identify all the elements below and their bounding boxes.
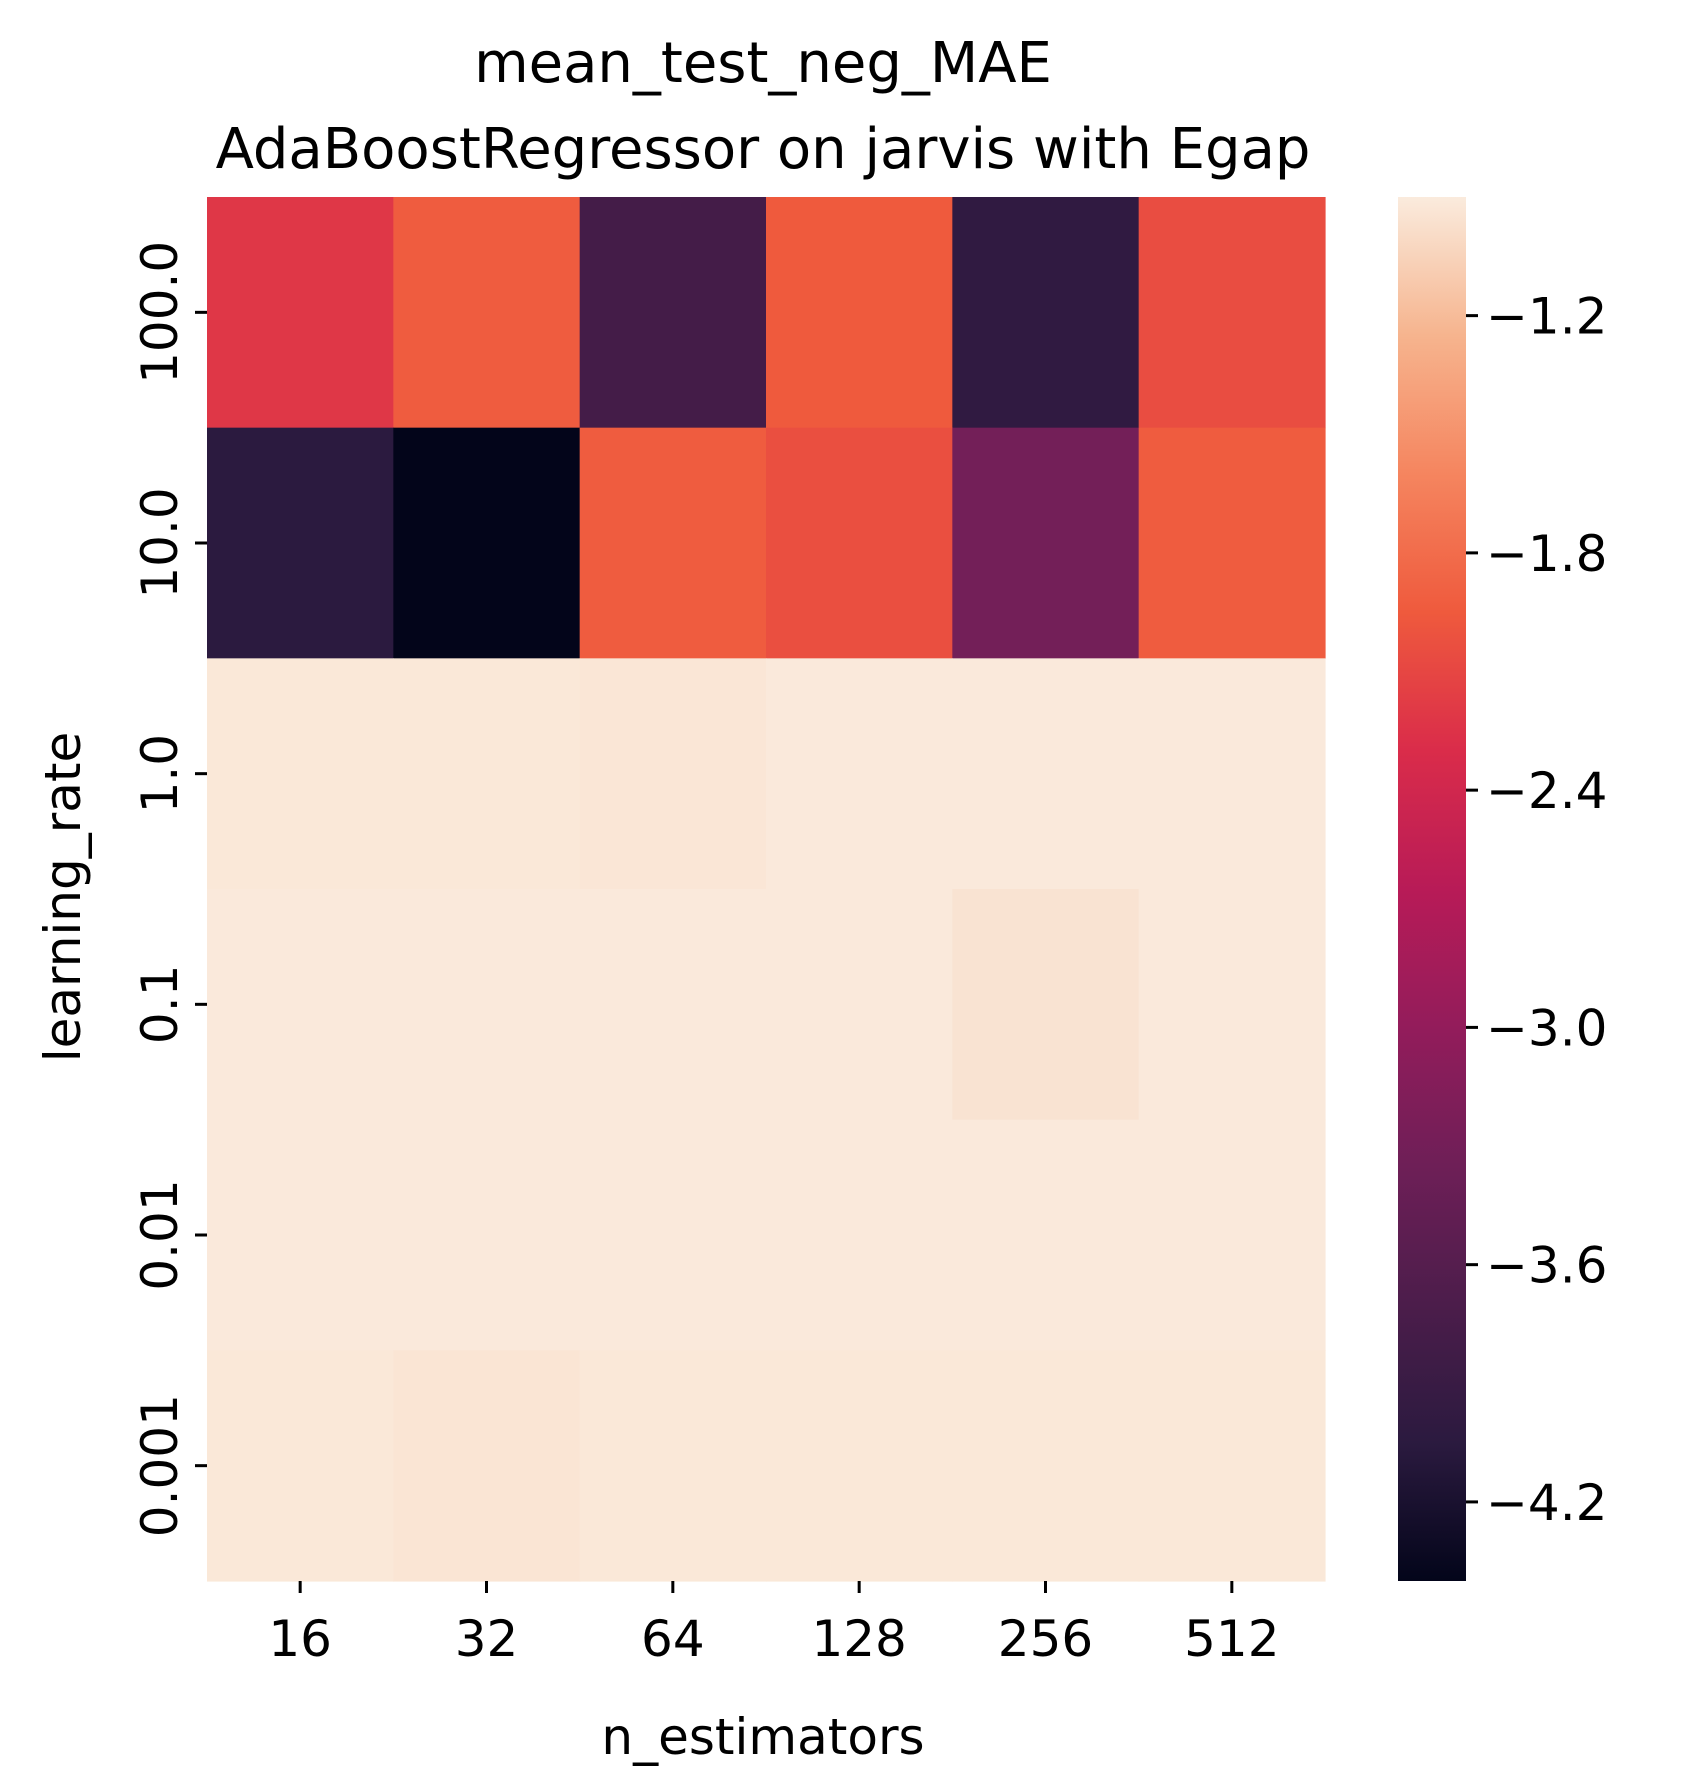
heatmap-cell [952,427,1140,659]
y-axis-label: learning_rate [34,732,92,1063]
heatmap-cell [1138,889,1326,1121]
heatmap-cell [207,427,394,659]
y-tick-label: 10.0 [131,487,189,598]
heatmap-cell [393,427,581,659]
x-tick-label: 256 [998,1610,1093,1668]
heatmap-cell [766,1119,953,1351]
heatmap-cell [952,658,1140,890]
y-tick-label: 1.0 [131,734,189,814]
heatmap-cell [207,658,394,890]
x-axis-label: n_estimators [601,1708,924,1766]
heatmap-cell [1138,658,1326,890]
heatmap-cells [207,197,1326,1582]
colorbar-tick-label: −4.2 [1486,1474,1607,1532]
x-tick-label: 16 [268,1610,332,1668]
heatmap-cell [766,889,953,1121]
colorbar-tick-label: −3.6 [1486,1237,1607,1295]
heatmap-cell [579,889,767,1121]
heatmap-cell [952,197,1140,429]
chart-title-line-1: mean_test_neg_MAE [474,31,1052,96]
heatmap-cell [952,1350,1140,1582]
x-tick-label: 64 [641,1610,705,1668]
heatmap-cell [1138,197,1326,429]
colorbar-tick-label: −1.8 [1486,525,1607,583]
colorbar [1398,197,1466,1581]
heatmap-cell [1138,427,1326,659]
y-tick-label: 0.01 [131,1179,189,1290]
y-tick-label: 100.0 [131,241,189,384]
heatmap-cell [393,658,581,890]
x-tick-label: 128 [811,1610,906,1668]
colorbar-tick-label: −1.2 [1486,288,1607,346]
heatmap-cell [579,658,767,890]
y-tick-label: 0.1 [131,965,189,1045]
heatmap-cell [393,197,581,429]
heatmap-cell [393,1119,581,1351]
colorbar-ticks: −1.2 −1.8 −2.4 −3.0 −3.6 −4.2 [1466,288,1607,1532]
x-axis-ticks: 16 32 64 128 256 512 [268,1581,1280,1668]
heatmap-cell [579,1119,767,1351]
y-tick-label: 0.001 [131,1394,189,1537]
heatmap-cell [766,427,953,659]
colorbar-tick-label: −2.4 [1486,762,1607,820]
heatmap-cell [579,197,767,429]
chart-title-line-2: AdaBoostRegressor on jarvis with Egap [216,117,1311,182]
heatmap-cell [1138,1350,1326,1582]
heatmap-cell [207,197,394,429]
heatmap-cell [393,889,581,1121]
heatmap-cell [207,1350,394,1582]
heatmap-cell [1138,1119,1326,1351]
heatmap-cell [766,658,953,890]
heatmap-cell [952,889,1140,1121]
heatmap-cell [766,1350,953,1582]
heatmap-cell [207,1119,394,1351]
heatmap-cell [579,1350,767,1582]
heatmap-cell [579,427,767,659]
heatmap-cell [766,197,953,429]
x-tick-label: 32 [455,1610,519,1668]
heatmap-cell [952,1119,1140,1351]
x-tick-label: 512 [1184,1610,1279,1668]
y-axis-ticks: 100.0 10.0 1.0 0.1 0.01 0.001 [131,241,207,1537]
heatmap-cell [207,889,394,1121]
heatmap-cell [393,1350,581,1582]
colorbar-tick-label: −3.0 [1486,999,1607,1057]
